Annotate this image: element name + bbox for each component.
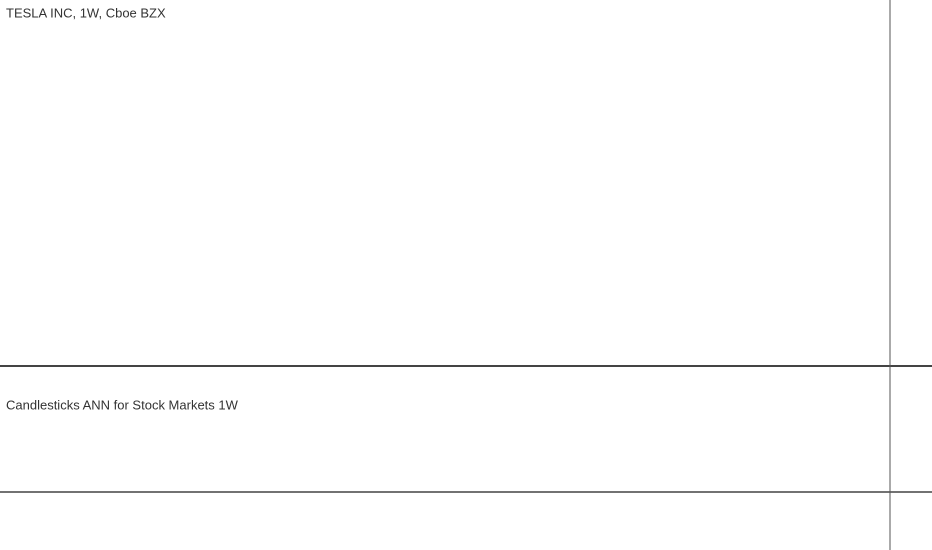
chart-title: TESLA INC, 1W, Cboe BZX bbox=[6, 5, 166, 20]
indicator-title: Candlesticks ANN for Stock Markets 1W bbox=[6, 397, 239, 412]
